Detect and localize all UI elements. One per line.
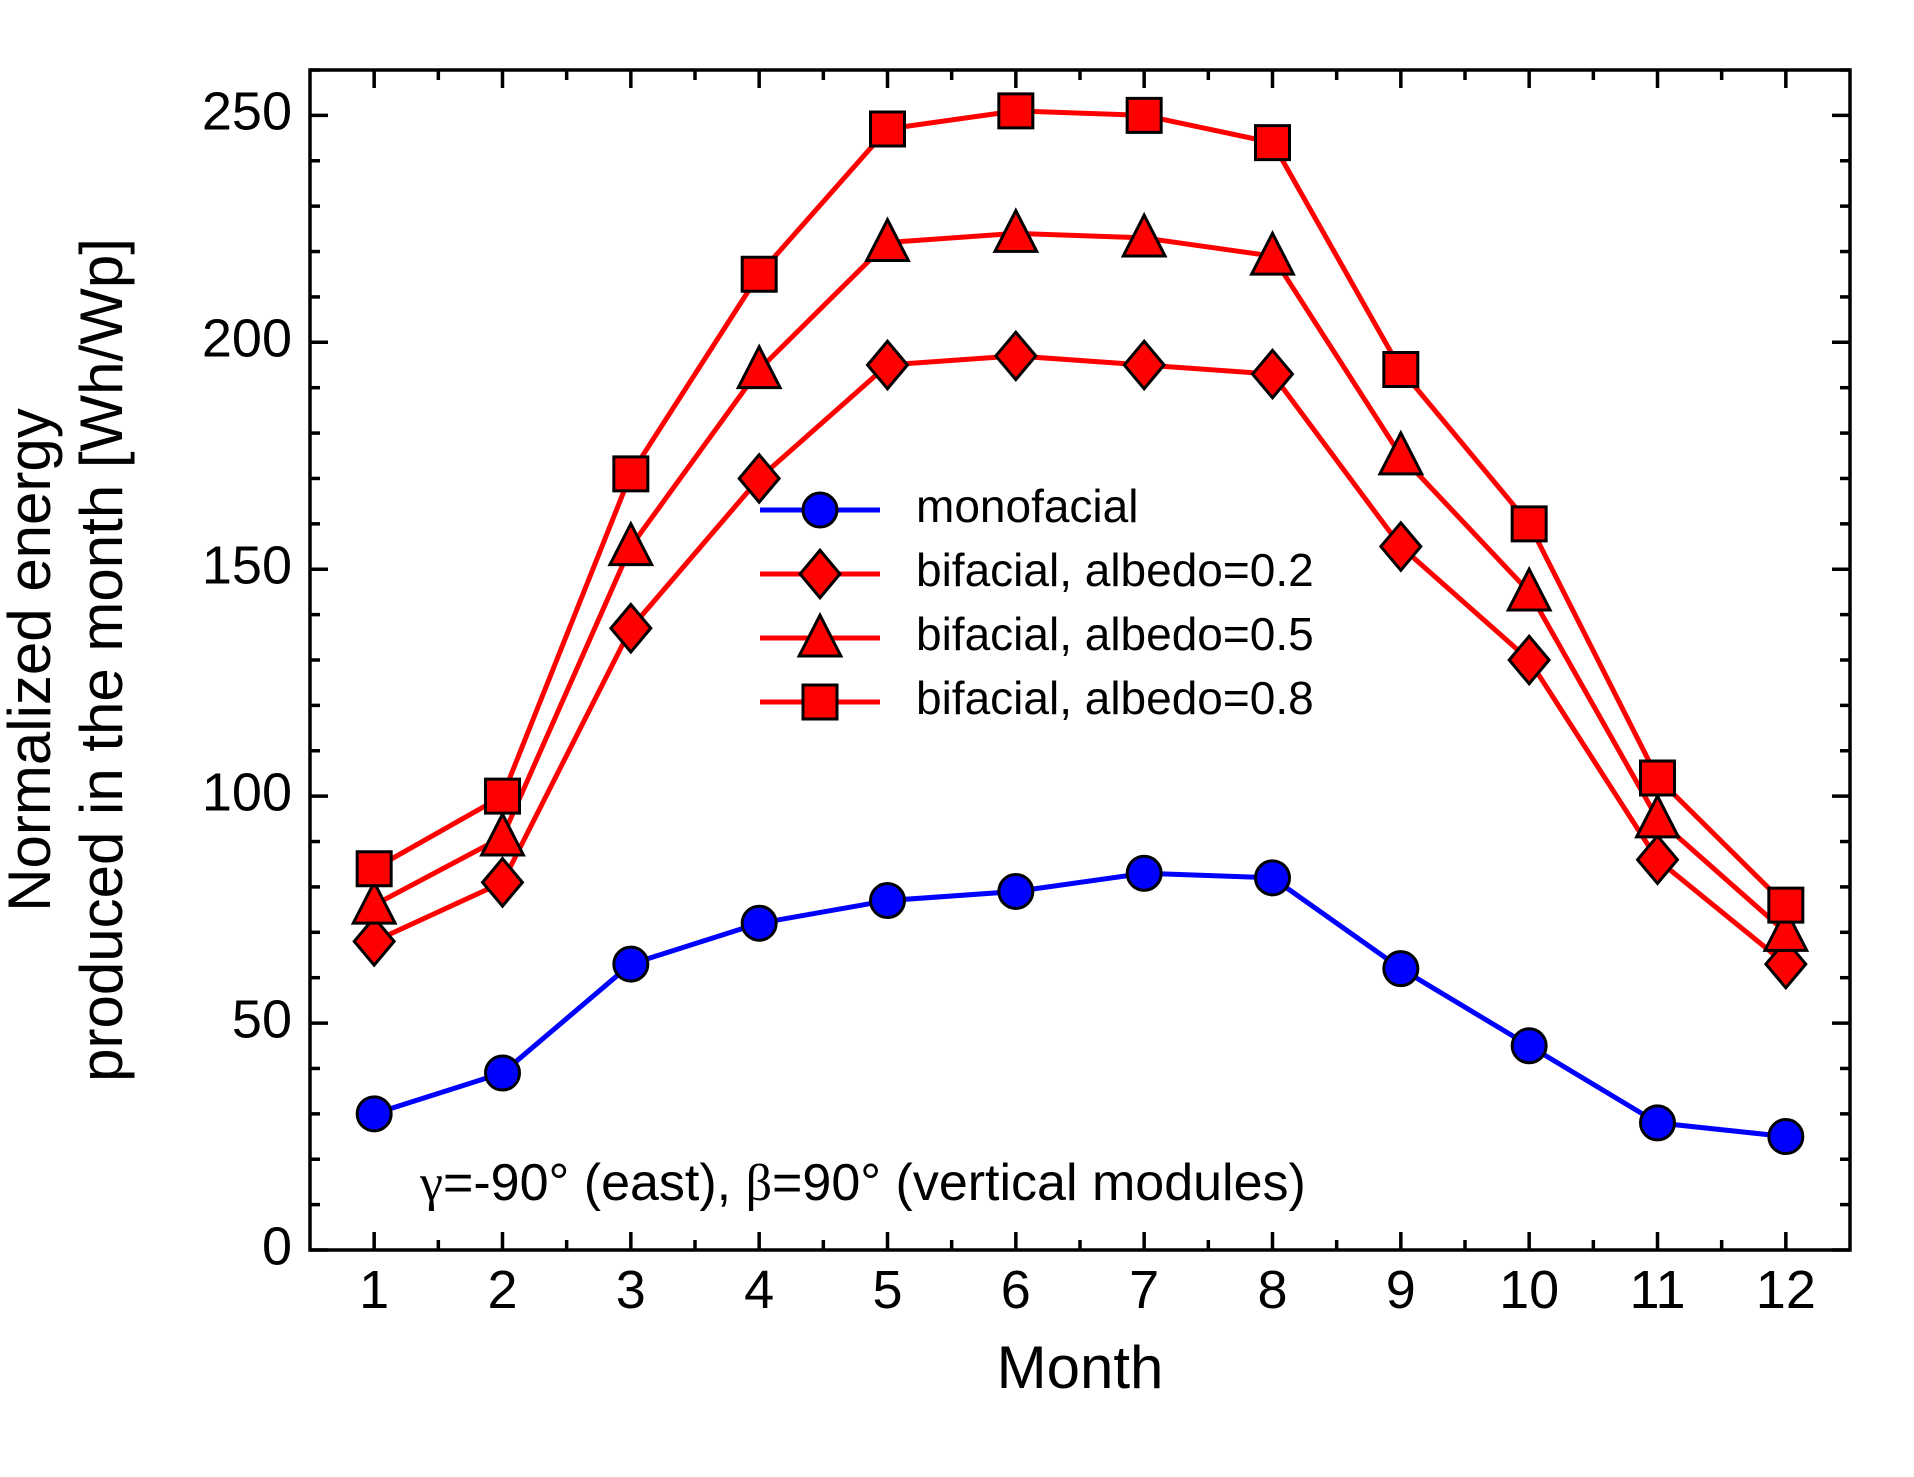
energy-by-month-chart: 050100150200250123456789101112MonthNorma…: [0, 0, 1914, 1477]
svg-text:produced in the month [Wh/Wp]: produced in the month [Wh/Wp]: [68, 238, 135, 1082]
ytick-label: 0: [262, 1216, 292, 1276]
legend-label: bifacial, albedo=0.2: [916, 544, 1314, 596]
series-marker: [1641, 761, 1675, 795]
xtick-label: 2: [487, 1260, 517, 1320]
ytick-label: 200: [202, 309, 292, 369]
series-marker: [742, 906, 776, 940]
series-marker: [1641, 1106, 1675, 1140]
xtick-label: 3: [616, 1260, 646, 1320]
series-marker: [1127, 98, 1161, 132]
xtick-label: 10: [1499, 1260, 1559, 1320]
series-marker: [871, 112, 905, 146]
series-marker: [486, 1056, 520, 1090]
series-marker: [357, 1097, 391, 1131]
series-marker: [614, 947, 648, 981]
legend-label: bifacial, albedo=0.5: [916, 608, 1314, 660]
series-marker: [357, 852, 391, 886]
series-marker: [1769, 888, 1803, 922]
xtick-label: 8: [1257, 1260, 1287, 1320]
legend-label: bifacial, albedo=0.8: [916, 672, 1314, 724]
xtick-label: 4: [744, 1260, 774, 1320]
xtick-label: 5: [872, 1260, 902, 1320]
series-marker: [1384, 952, 1418, 986]
xtick-label: 6: [1001, 1260, 1031, 1320]
annotation-text: γ=-90° (east), β=90° (vertical modules): [419, 1154, 1306, 1212]
series-marker: [999, 94, 1033, 128]
xtick-label: 1: [359, 1260, 389, 1320]
series-marker: [742, 257, 776, 291]
series-marker: [1256, 861, 1290, 895]
series-marker: [1512, 1029, 1546, 1063]
xtick-label: 9: [1386, 1260, 1416, 1320]
series-marker: [1384, 353, 1418, 387]
series-marker: [1769, 1120, 1803, 1154]
legend-marker: [803, 685, 837, 719]
ytick-label: 50: [232, 989, 292, 1049]
series-marker: [1256, 126, 1290, 160]
xtick-label: 7: [1129, 1260, 1159, 1320]
ytick-label: 250: [202, 82, 292, 142]
series-marker: [614, 457, 648, 491]
series-marker: [871, 884, 905, 918]
ytick-label: 150: [202, 535, 292, 595]
xtick-label: 12: [1756, 1260, 1816, 1320]
x-axis-label: Month: [997, 1334, 1164, 1401]
series-marker: [999, 874, 1033, 908]
legend-label: monofacial: [916, 480, 1138, 532]
series-marker: [1512, 507, 1546, 541]
svg-text:Normalized energy: Normalized energy: [0, 408, 63, 912]
series-marker: [1127, 856, 1161, 890]
legend-marker: [803, 493, 837, 527]
ytick-label: 100: [202, 762, 292, 822]
series-marker: [486, 779, 520, 813]
xtick-label: 11: [1629, 1260, 1685, 1320]
